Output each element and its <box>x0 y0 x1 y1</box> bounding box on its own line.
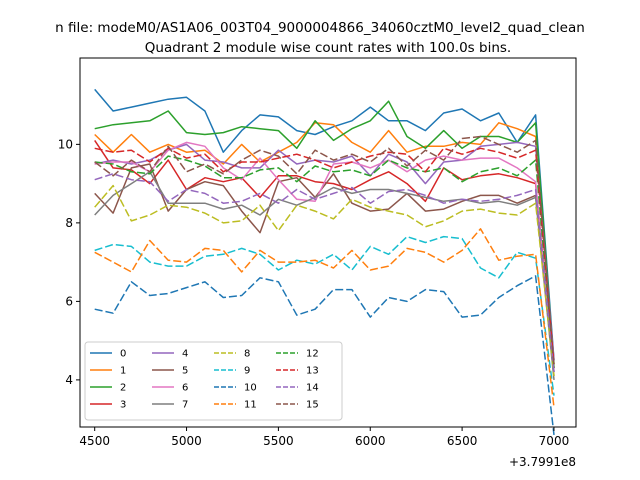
x-axis-offset-label: +3.7991e8 <box>509 455 576 469</box>
x-tick-label: 7000 <box>539 434 570 448</box>
axes-border <box>79 57 577 428</box>
legend-box <box>84 341 343 421</box>
series-line-9 <box>94 235 555 396</box>
series-line-8 <box>94 184 555 377</box>
figure-suptitle: n file: modeM0/AS1A06_003T04_9000004866_… <box>55 20 585 36</box>
x-tick-label: 4500 <box>79 434 110 448</box>
series-line-14 <box>94 173 555 373</box>
y-axis: 4 6 8 10 <box>58 137 80 387</box>
y-tick-label: 6 <box>65 294 73 308</box>
series-line-2 <box>94 100 555 365</box>
y-tick-label: 4 <box>65 373 73 387</box>
x-axis: 4500 5000 5500 6000 6500 7000 <box>79 427 569 448</box>
series-line-1 <box>94 122 555 369</box>
series-line-15 <box>94 135 555 367</box>
x-tick-label: 5500 <box>263 434 294 448</box>
series-line-10 <box>94 275 555 435</box>
series-line-13 <box>94 147 555 365</box>
legend-label-3: 3 <box>120 400 126 411</box>
legend-label-7: 7 <box>182 400 188 411</box>
legend-label-2: 2 <box>120 383 126 394</box>
x-tick-label: 5000 <box>171 434 202 448</box>
legend-label-14: 14 <box>306 383 319 394</box>
series-line-12 <box>94 155 555 369</box>
legend-label-8: 8 <box>244 349 250 360</box>
legend-label-4: 4 <box>182 349 188 360</box>
legend-label-12: 12 <box>306 349 319 360</box>
x-tick-label: 6500 <box>447 434 478 448</box>
legend-label-13: 13 <box>306 366 319 377</box>
chart-title: Quadrant 2 module wise count rates with … <box>145 40 511 56</box>
legend-label-10: 10 <box>244 383 257 394</box>
series-line-5 <box>94 163 555 373</box>
legend-label-5: 5 <box>182 366 188 377</box>
legend-label-9: 9 <box>244 366 250 377</box>
x-tick-label: 6000 <box>355 434 386 448</box>
series-line-6 <box>94 141 555 377</box>
series-line-7 <box>94 171 555 380</box>
y-tick-label: 8 <box>65 216 73 230</box>
legend-label-11: 11 <box>244 400 257 411</box>
legend-label-1: 1 <box>120 366 126 377</box>
legend-label-15: 15 <box>306 400 319 411</box>
legend-label-0: 0 <box>120 349 126 360</box>
y-tick-label: 10 <box>58 137 73 151</box>
legend-label-6: 6 <box>182 383 188 394</box>
series-line-11 <box>94 228 555 408</box>
series-layer <box>94 88 555 435</box>
